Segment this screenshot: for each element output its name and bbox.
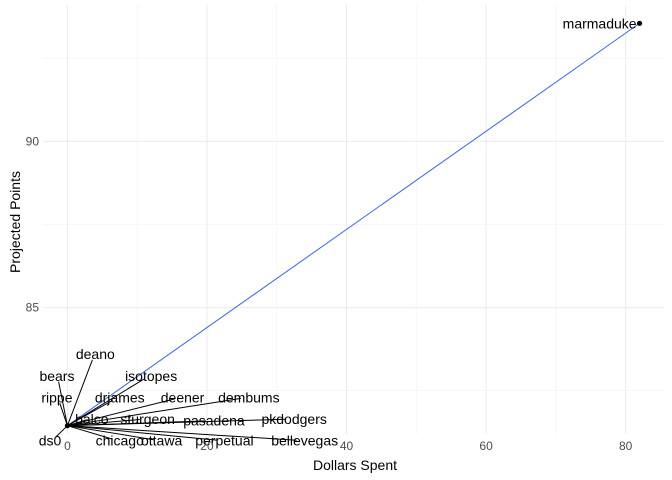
leader-line-sturgeon bbox=[67, 419, 140, 427]
point-label-bears: bears bbox=[39, 368, 74, 384]
point-label-rippe: rippe bbox=[41, 389, 72, 405]
point-label-isotopes: isotopes bbox=[125, 368, 177, 384]
leader-line-ottawa bbox=[67, 425, 154, 441]
leader-line-bears bbox=[58, 381, 68, 426]
y-tick-label: 85 bbox=[26, 301, 40, 315]
regression-line bbox=[67, 22, 640, 427]
x-axis-title: Dollars Spent bbox=[313, 457, 397, 473]
leader-line-chicago bbox=[67, 425, 113, 440]
point-label-dembums: dembums bbox=[218, 389, 279, 405]
point-label-pkdodgers: pkdodgers bbox=[261, 411, 326, 427]
x-tick-label: 60 bbox=[479, 439, 493, 453]
y-tick-label: 90 bbox=[26, 134, 40, 148]
point-label-drjames: drjames bbox=[95, 389, 145, 405]
x-tick-label: 40 bbox=[340, 439, 354, 453]
y-axis-title: Projected Points bbox=[7, 171, 23, 273]
leader-line-isotopes bbox=[67, 378, 145, 427]
point-label-deener: deener bbox=[161, 389, 205, 405]
leader-line-deener bbox=[67, 398, 175, 427]
leader-line-ds0 bbox=[55, 425, 68, 438]
point-label-ds0: ds0 bbox=[39, 433, 62, 449]
axis-ticks: 0 20 40 60 80 85 90 bbox=[26, 134, 633, 453]
fit-line-layer bbox=[67, 22, 640, 427]
leader-line-pkdodgers bbox=[67, 418, 287, 427]
point-label-perpetual: perpetual bbox=[195, 433, 253, 449]
leader-line-balco bbox=[67, 420, 85, 427]
point-label-marmaduke: marmaduke bbox=[563, 15, 637, 31]
leader-line-deano bbox=[66, 359, 93, 426]
x-tick-label: 0 bbox=[64, 439, 71, 453]
data-points bbox=[64, 20, 643, 429]
point-label-deano: deano bbox=[76, 346, 115, 362]
leader-line-dembums bbox=[67, 397, 242, 427]
leader-line-drjames bbox=[67, 399, 113, 427]
x-tick-label: 20 bbox=[200, 439, 214, 453]
point-label-balco: balco bbox=[75, 411, 109, 427]
leader-line-bellevegas bbox=[67, 425, 297, 441]
point-label-pasadena: pasadena bbox=[183, 413, 245, 429]
data-point bbox=[64, 423, 71, 429]
data-point bbox=[636, 20, 643, 26]
x-tick-label: 80 bbox=[619, 439, 633, 453]
point-label-ottawa: ottawa bbox=[141, 433, 182, 449]
point-label-chicago: chicago bbox=[96, 433, 144, 449]
point-label-sturgeon: sturgeon bbox=[120, 411, 174, 427]
leader-line-rippe bbox=[59, 402, 68, 426]
leader-line-perpetual bbox=[67, 425, 217, 441]
label-leader-lines bbox=[55, 359, 297, 441]
point-label-bellevegas: bellevegas bbox=[271, 433, 338, 449]
